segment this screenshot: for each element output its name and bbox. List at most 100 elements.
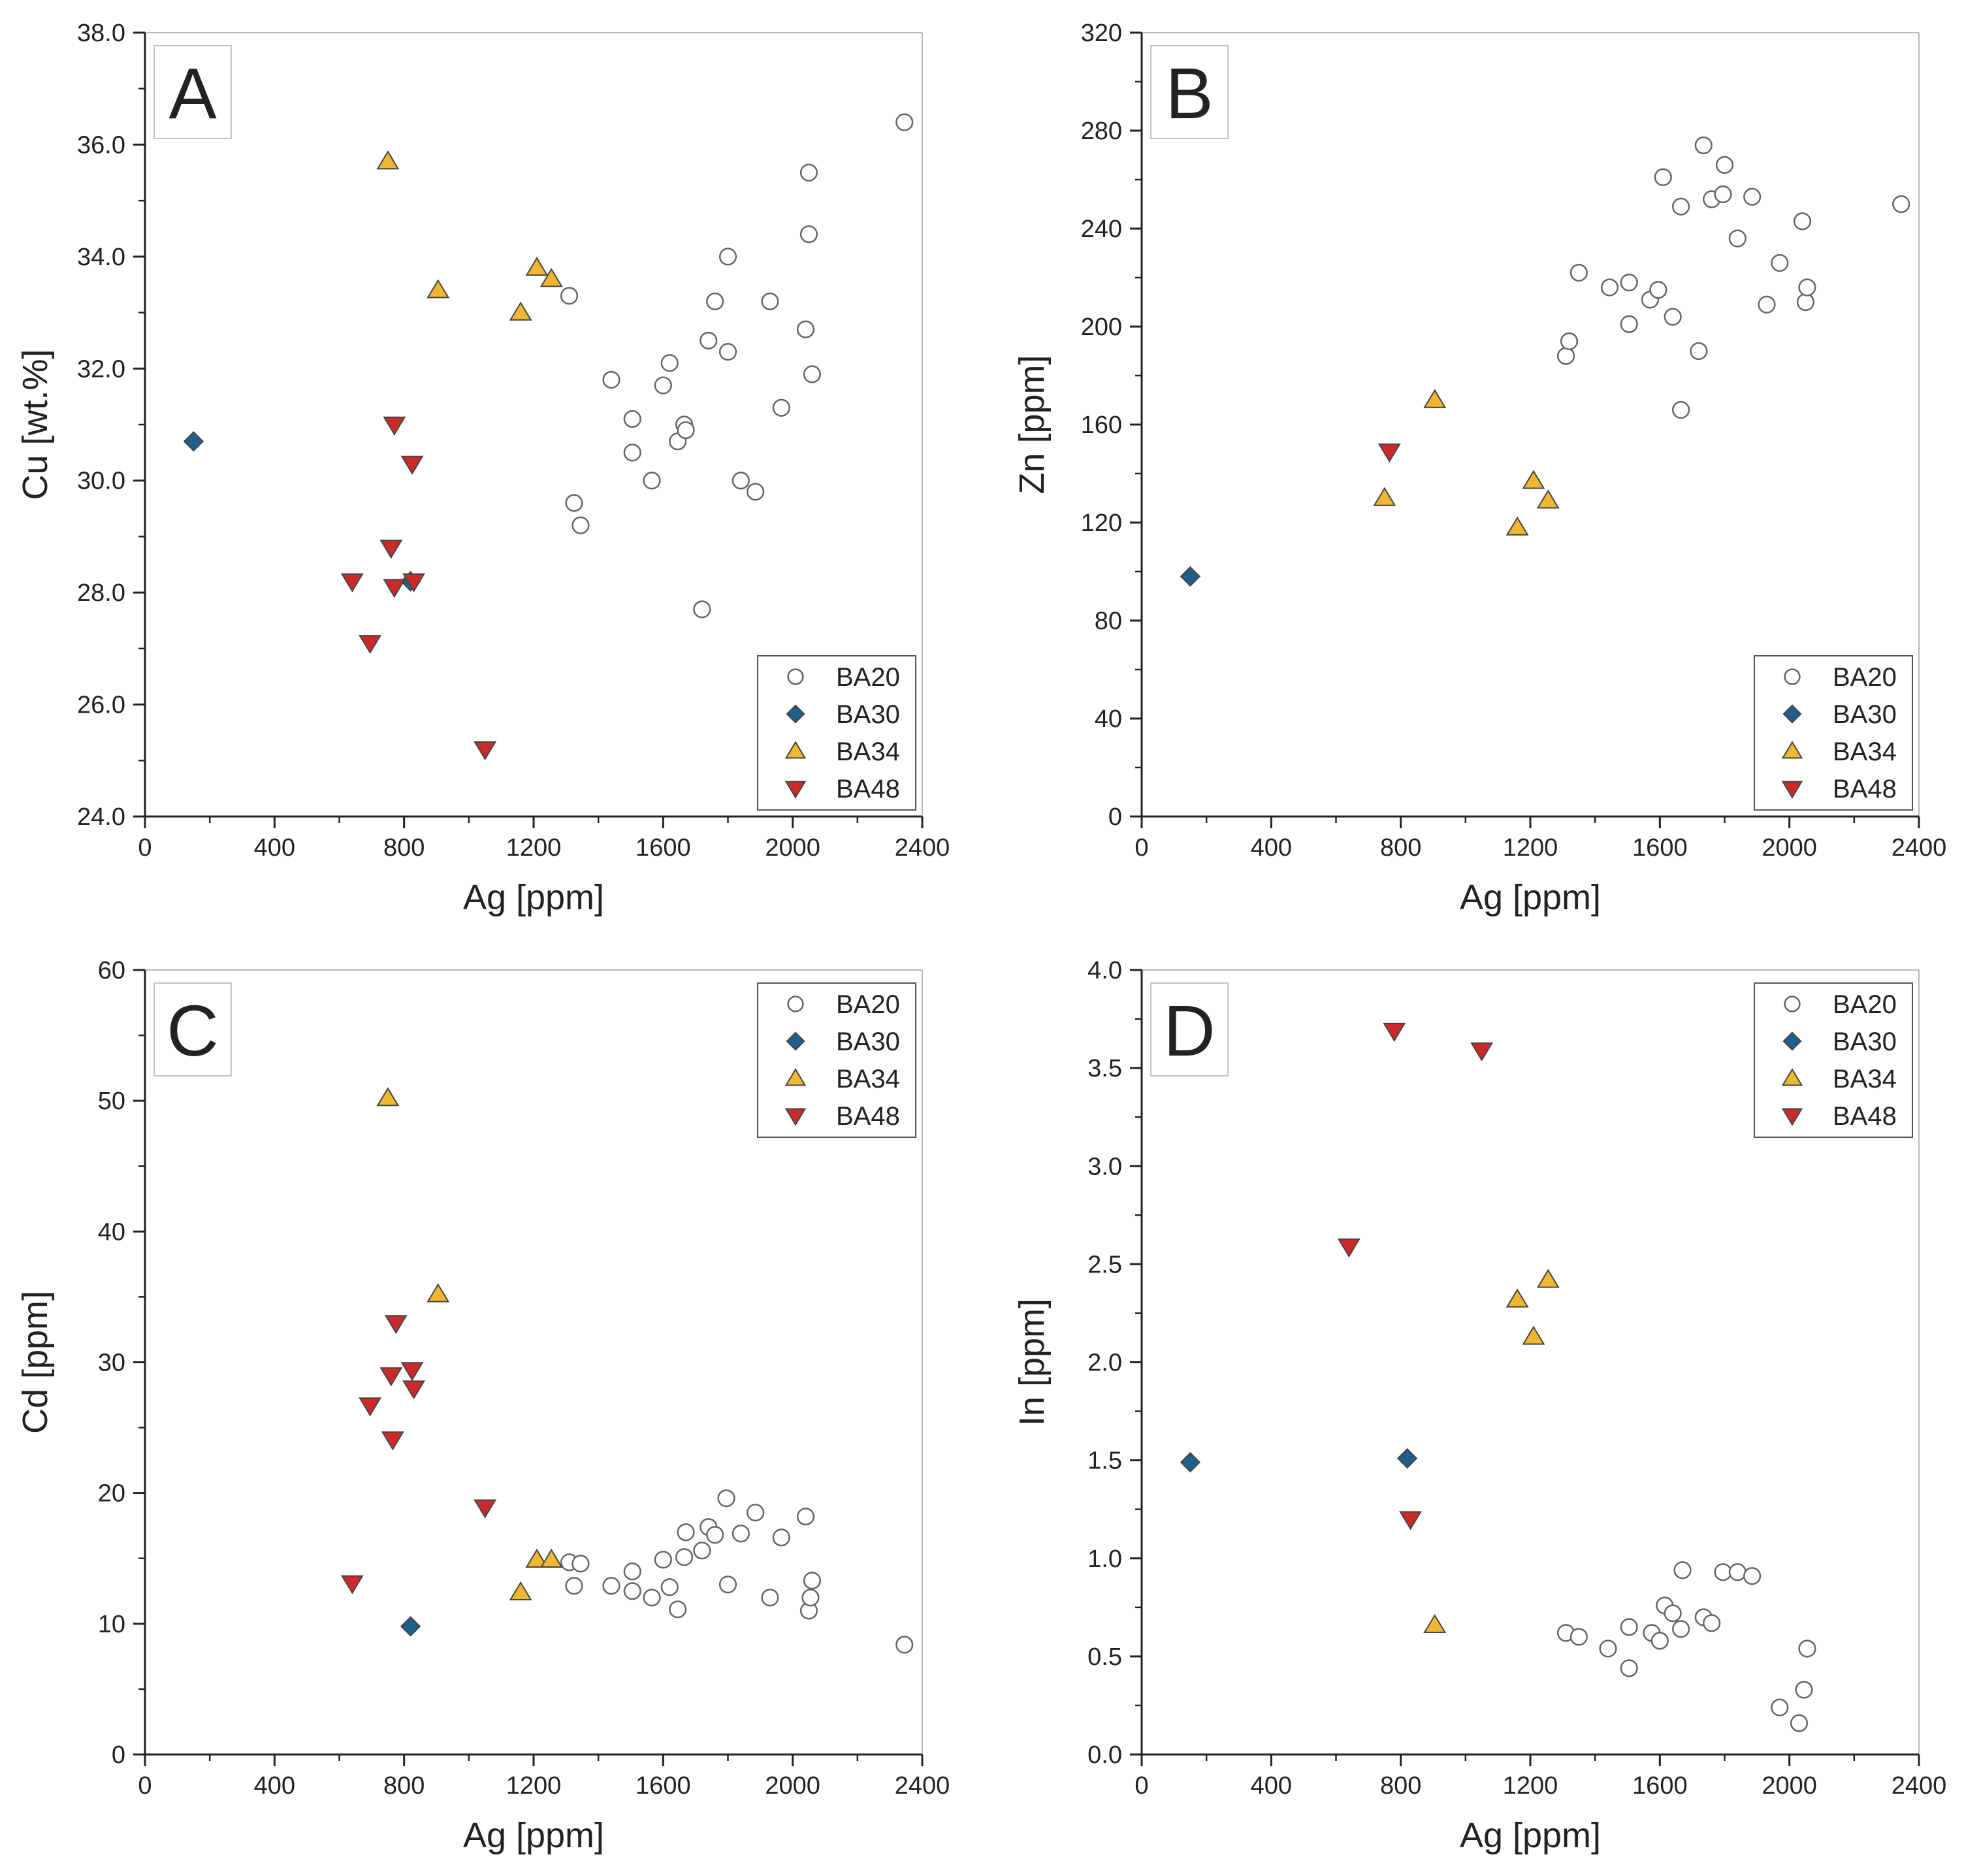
data-points	[183, 113, 914, 761]
point-ba48	[359, 1397, 382, 1417]
point-ba48	[383, 579, 406, 598]
legend: BA20 BA30 BA34 BA48	[757, 655, 916, 811]
legend-marker-ba20	[1784, 995, 1801, 1012]
legend: BA20 BA30 BA34 BA48	[757, 982, 916, 1138]
y-axis-title: Cu [wt.%]	[16, 349, 55, 500]
y-tick-label: 26.0	[77, 692, 125, 719]
y-tick-label: 80	[1095, 607, 1122, 635]
x-axis-title: Ag [ppm]	[463, 1816, 604, 1855]
point-ba34	[376, 150, 400, 170]
point-ba20	[1620, 315, 1638, 333]
point-ba20	[1673, 1561, 1692, 1579]
legend-marker-ba34	[784, 1068, 807, 1086]
point-ba20	[1796, 293, 1815, 312]
point-ba20	[1714, 185, 1732, 204]
y-tick-label: 160	[1081, 412, 1122, 439]
point-ba20	[895, 1636, 914, 1654]
point-ba20	[677, 1523, 695, 1542]
legend-label-ba34: BA34	[1833, 737, 1897, 766]
data-points	[1180, 1022, 1816, 1732]
point-ba20	[623, 1582, 641, 1600]
panel-label-box	[153, 982, 232, 1076]
point-ba34	[1522, 1325, 1545, 1345]
point-ba20	[1790, 1714, 1809, 1732]
point-ba20	[747, 483, 765, 501]
panel-label-box	[1150, 982, 1229, 1076]
legend-label-ba48: BA48	[836, 1102, 900, 1131]
point-ba20	[1728, 229, 1747, 248]
legend-marker-ba20	[787, 668, 804, 685]
x-tick-label: 2400	[1892, 1772, 1947, 1800]
y-tick-label: 1.0	[1087, 1545, 1122, 1573]
point-ba20	[623, 1562, 641, 1581]
y-tick-label: 30	[98, 1350, 125, 1377]
x-tick-label: 2400	[1892, 834, 1947, 862]
legend-marker-ba30	[786, 1031, 805, 1051]
point-ba20	[660, 354, 679, 372]
point-ba34	[509, 1581, 532, 1601]
point-ba20	[1758, 295, 1776, 314]
y-tick-label: 4.0	[1087, 957, 1122, 984]
point-ba20	[1714, 1563, 1732, 1581]
point-ba20	[693, 1542, 711, 1560]
point-ba20	[1771, 1698, 1789, 1717]
point-ba20	[799, 225, 818, 244]
x-tick-label: 2400	[895, 834, 950, 862]
point-ba20	[796, 320, 815, 338]
x-tick-label: 1200	[506, 1772, 562, 1800]
point-ba34	[1423, 1613, 1447, 1634]
point-ba48	[1399, 1511, 1423, 1530]
legend-label-ba20: BA20	[1833, 990, 1897, 1019]
point-ba20	[602, 370, 620, 389]
y-tick-label: 40	[1095, 705, 1122, 733]
x-axis-title: Ag [ppm]	[1460, 1816, 1601, 1855]
legend-label-ba48: BA48	[1833, 775, 1897, 803]
point-ba30	[1180, 1451, 1201, 1473]
legend-marker-ba48	[784, 1108, 807, 1126]
legend-marker-ba30	[786, 704, 805, 724]
point-ba20	[1560, 332, 1579, 351]
point-ba20	[602, 1577, 620, 1595]
x-tick-label: 1200	[1503, 834, 1558, 862]
point-ba20	[669, 1600, 687, 1619]
point-ba20	[706, 1526, 724, 1544]
point-ba48	[474, 741, 497, 761]
y-tick-label: 0.0	[1087, 1741, 1122, 1769]
legend-marker-ba30	[1782, 704, 1802, 724]
point-ba34	[525, 257, 549, 276]
point-ba48	[402, 573, 426, 592]
legend-label-ba30: BA30	[1833, 1027, 1897, 1056]
point-ba20	[1798, 1640, 1816, 1658]
point-ba20	[1743, 187, 1762, 206]
point-ba48	[379, 1367, 403, 1387]
point-ba20	[1793, 212, 1812, 231]
x-tick-label: 2000	[765, 1772, 820, 1800]
point-ba30	[400, 1616, 421, 1637]
x-tick-label: 400	[1251, 1772, 1292, 1800]
panel-c: 0 400 800 1200 1600 2000 2400 0 10 20 30 40 50 60 Ag […	[16, 957, 950, 1855]
legend-marker-ba48	[1781, 1108, 1803, 1126]
point-ba20	[1570, 263, 1588, 282]
point-ba20	[1600, 278, 1619, 297]
y-tick-label: 0	[1108, 803, 1122, 831]
panel-label: D	[1163, 991, 1215, 1071]
point-ba48	[402, 1380, 426, 1400]
point-ba20	[1620, 273, 1638, 292]
y-tick-label: 3.5	[1087, 1055, 1122, 1082]
panel-label: A	[169, 54, 217, 134]
point-ba20	[772, 398, 790, 417]
point-ba20	[1570, 1628, 1588, 1646]
point-ba20	[895, 113, 914, 131]
point-ba34	[427, 279, 450, 299]
point-ba20	[718, 1576, 737, 1594]
point-ba20	[1671, 400, 1690, 419]
point-ba20	[803, 1572, 822, 1590]
legend-label-ba34: BA34	[1833, 1065, 1897, 1093]
legend-box	[757, 655, 916, 811]
y-tick-label: 2.5	[1087, 1251, 1122, 1278]
legend-label-ba30: BA30	[836, 700, 900, 729]
x-tick-label: 1600	[1632, 834, 1688, 862]
legend-label-ba20: BA20	[836, 663, 900, 692]
x-tick-label: 800	[1380, 834, 1421, 862]
